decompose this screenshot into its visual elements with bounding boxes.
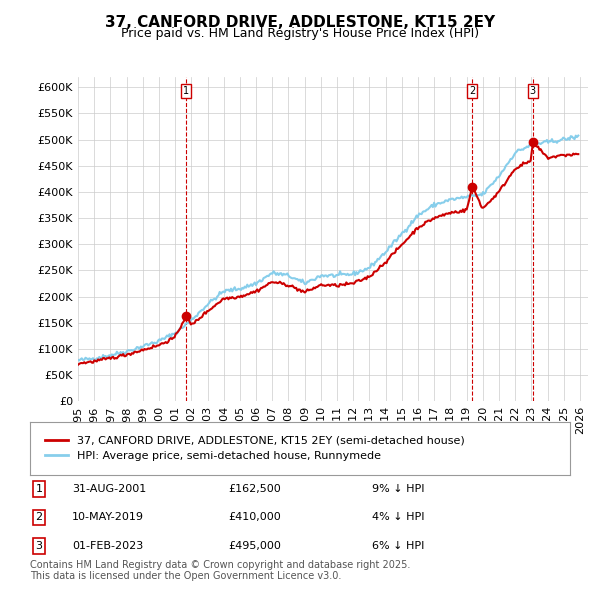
Text: £495,000: £495,000 [228, 541, 281, 550]
Text: 01-FEB-2023: 01-FEB-2023 [72, 541, 143, 550]
Text: 2: 2 [469, 86, 476, 96]
Text: 2: 2 [35, 513, 43, 522]
Text: Price paid vs. HM Land Registry's House Price Index (HPI): Price paid vs. HM Land Registry's House … [121, 27, 479, 40]
Text: 3: 3 [530, 86, 536, 96]
Text: 4% ↓ HPI: 4% ↓ HPI [372, 513, 425, 522]
Text: 1: 1 [183, 86, 189, 96]
Text: £410,000: £410,000 [228, 513, 281, 522]
Text: 1: 1 [35, 484, 43, 494]
Legend: 37, CANFORD DRIVE, ADDLESTONE, KT15 2EY (semi-detached house), HPI: Average pric: 37, CANFORD DRIVE, ADDLESTONE, KT15 2EY … [41, 431, 469, 466]
Text: 10-MAY-2019: 10-MAY-2019 [72, 513, 144, 522]
Text: 9% ↓ HPI: 9% ↓ HPI [372, 484, 425, 494]
Text: Contains HM Land Registry data © Crown copyright and database right 2025.
This d: Contains HM Land Registry data © Crown c… [30, 559, 410, 581]
Text: £162,500: £162,500 [228, 484, 281, 494]
Text: 6% ↓ HPI: 6% ↓ HPI [372, 541, 424, 550]
Text: 3: 3 [35, 541, 43, 550]
Text: 31-AUG-2001: 31-AUG-2001 [72, 484, 146, 494]
Text: 37, CANFORD DRIVE, ADDLESTONE, KT15 2EY: 37, CANFORD DRIVE, ADDLESTONE, KT15 2EY [105, 15, 495, 30]
